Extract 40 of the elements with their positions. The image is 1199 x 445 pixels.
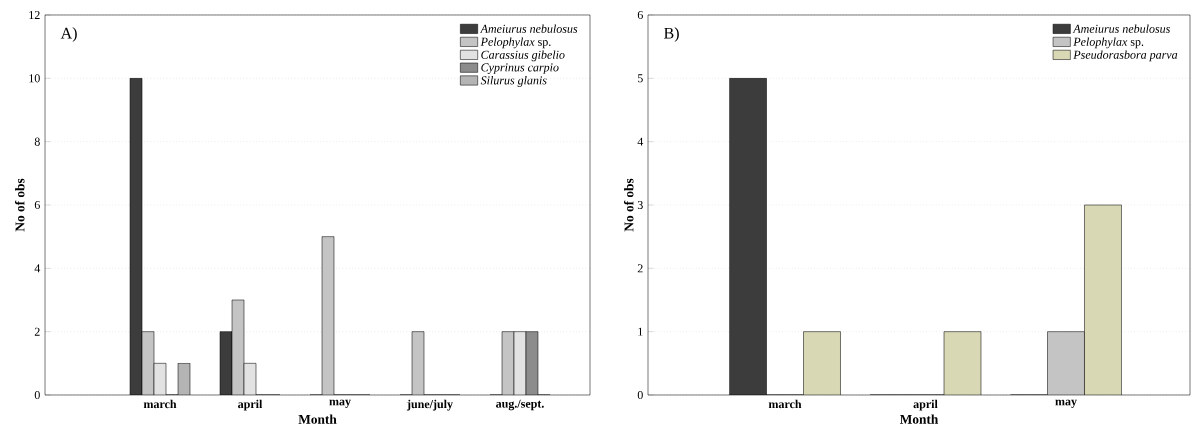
legend-label: Cyprinus carpio <box>481 63 559 74</box>
legend-label: Ameiurus nebulosus <box>1072 24 1170 33</box>
annotation: B) <box>664 27 679 42</box>
y-tick-label: 2 <box>637 264 643 273</box>
x-tick-label: april <box>238 399 263 411</box>
x-tick-label: march <box>143 399 177 409</box>
bar <box>1084 204 1122 395</box>
bar <box>944 331 981 395</box>
x-tick-label: may <box>329 399 351 408</box>
y-tick-label: 3 <box>637 200 643 210</box>
y-axis-title: No of obs <box>14 178 25 232</box>
y-tick-label: 2 <box>34 327 40 336</box>
y-tick-label: 12 <box>29 11 40 19</box>
y-tick-label: 6 <box>637 10 643 20</box>
legend-label: Silurus glanis <box>480 75 547 87</box>
legend-label: Pelophylax sp. <box>480 37 551 49</box>
legend-label: Ameiurus nebulosus <box>479 24 578 33</box>
legend-label: Carassius gibelio <box>481 50 565 62</box>
x-axis-title: Month <box>298 414 337 424</box>
y-tick-label: 4 <box>637 137 644 146</box>
y-tick-label: 0 <box>34 390 40 400</box>
y-tick-label: 5 <box>637 74 643 83</box>
y-tick-label: 10 <box>29 74 40 83</box>
bar <box>803 331 841 395</box>
y-tick-label: 0 <box>637 390 643 400</box>
x-tick-label: aug./sept. <box>496 399 544 411</box>
y-tick-label: 4 <box>34 264 41 273</box>
x-tick-label: march <box>768 399 802 409</box>
x-tick-label: may <box>1055 399 1077 408</box>
x-tick-label: april <box>913 399 938 411</box>
annotation: A) <box>60 27 77 42</box>
legend-label: Pseudorasbora parva <box>1073 50 1178 62</box>
x-axis-title: Month <box>899 414 939 424</box>
x-tick-label: june/july <box>406 399 453 411</box>
y-axis-title: No of obs <box>623 178 634 232</box>
y-tick-label: 6 <box>34 200 40 210</box>
legend-label: Pelophylax sp. <box>1073 37 1144 49</box>
y-tick-label: 8 <box>34 137 40 146</box>
bar <box>729 78 767 395</box>
y-tick-label: 1 <box>638 327 643 336</box>
